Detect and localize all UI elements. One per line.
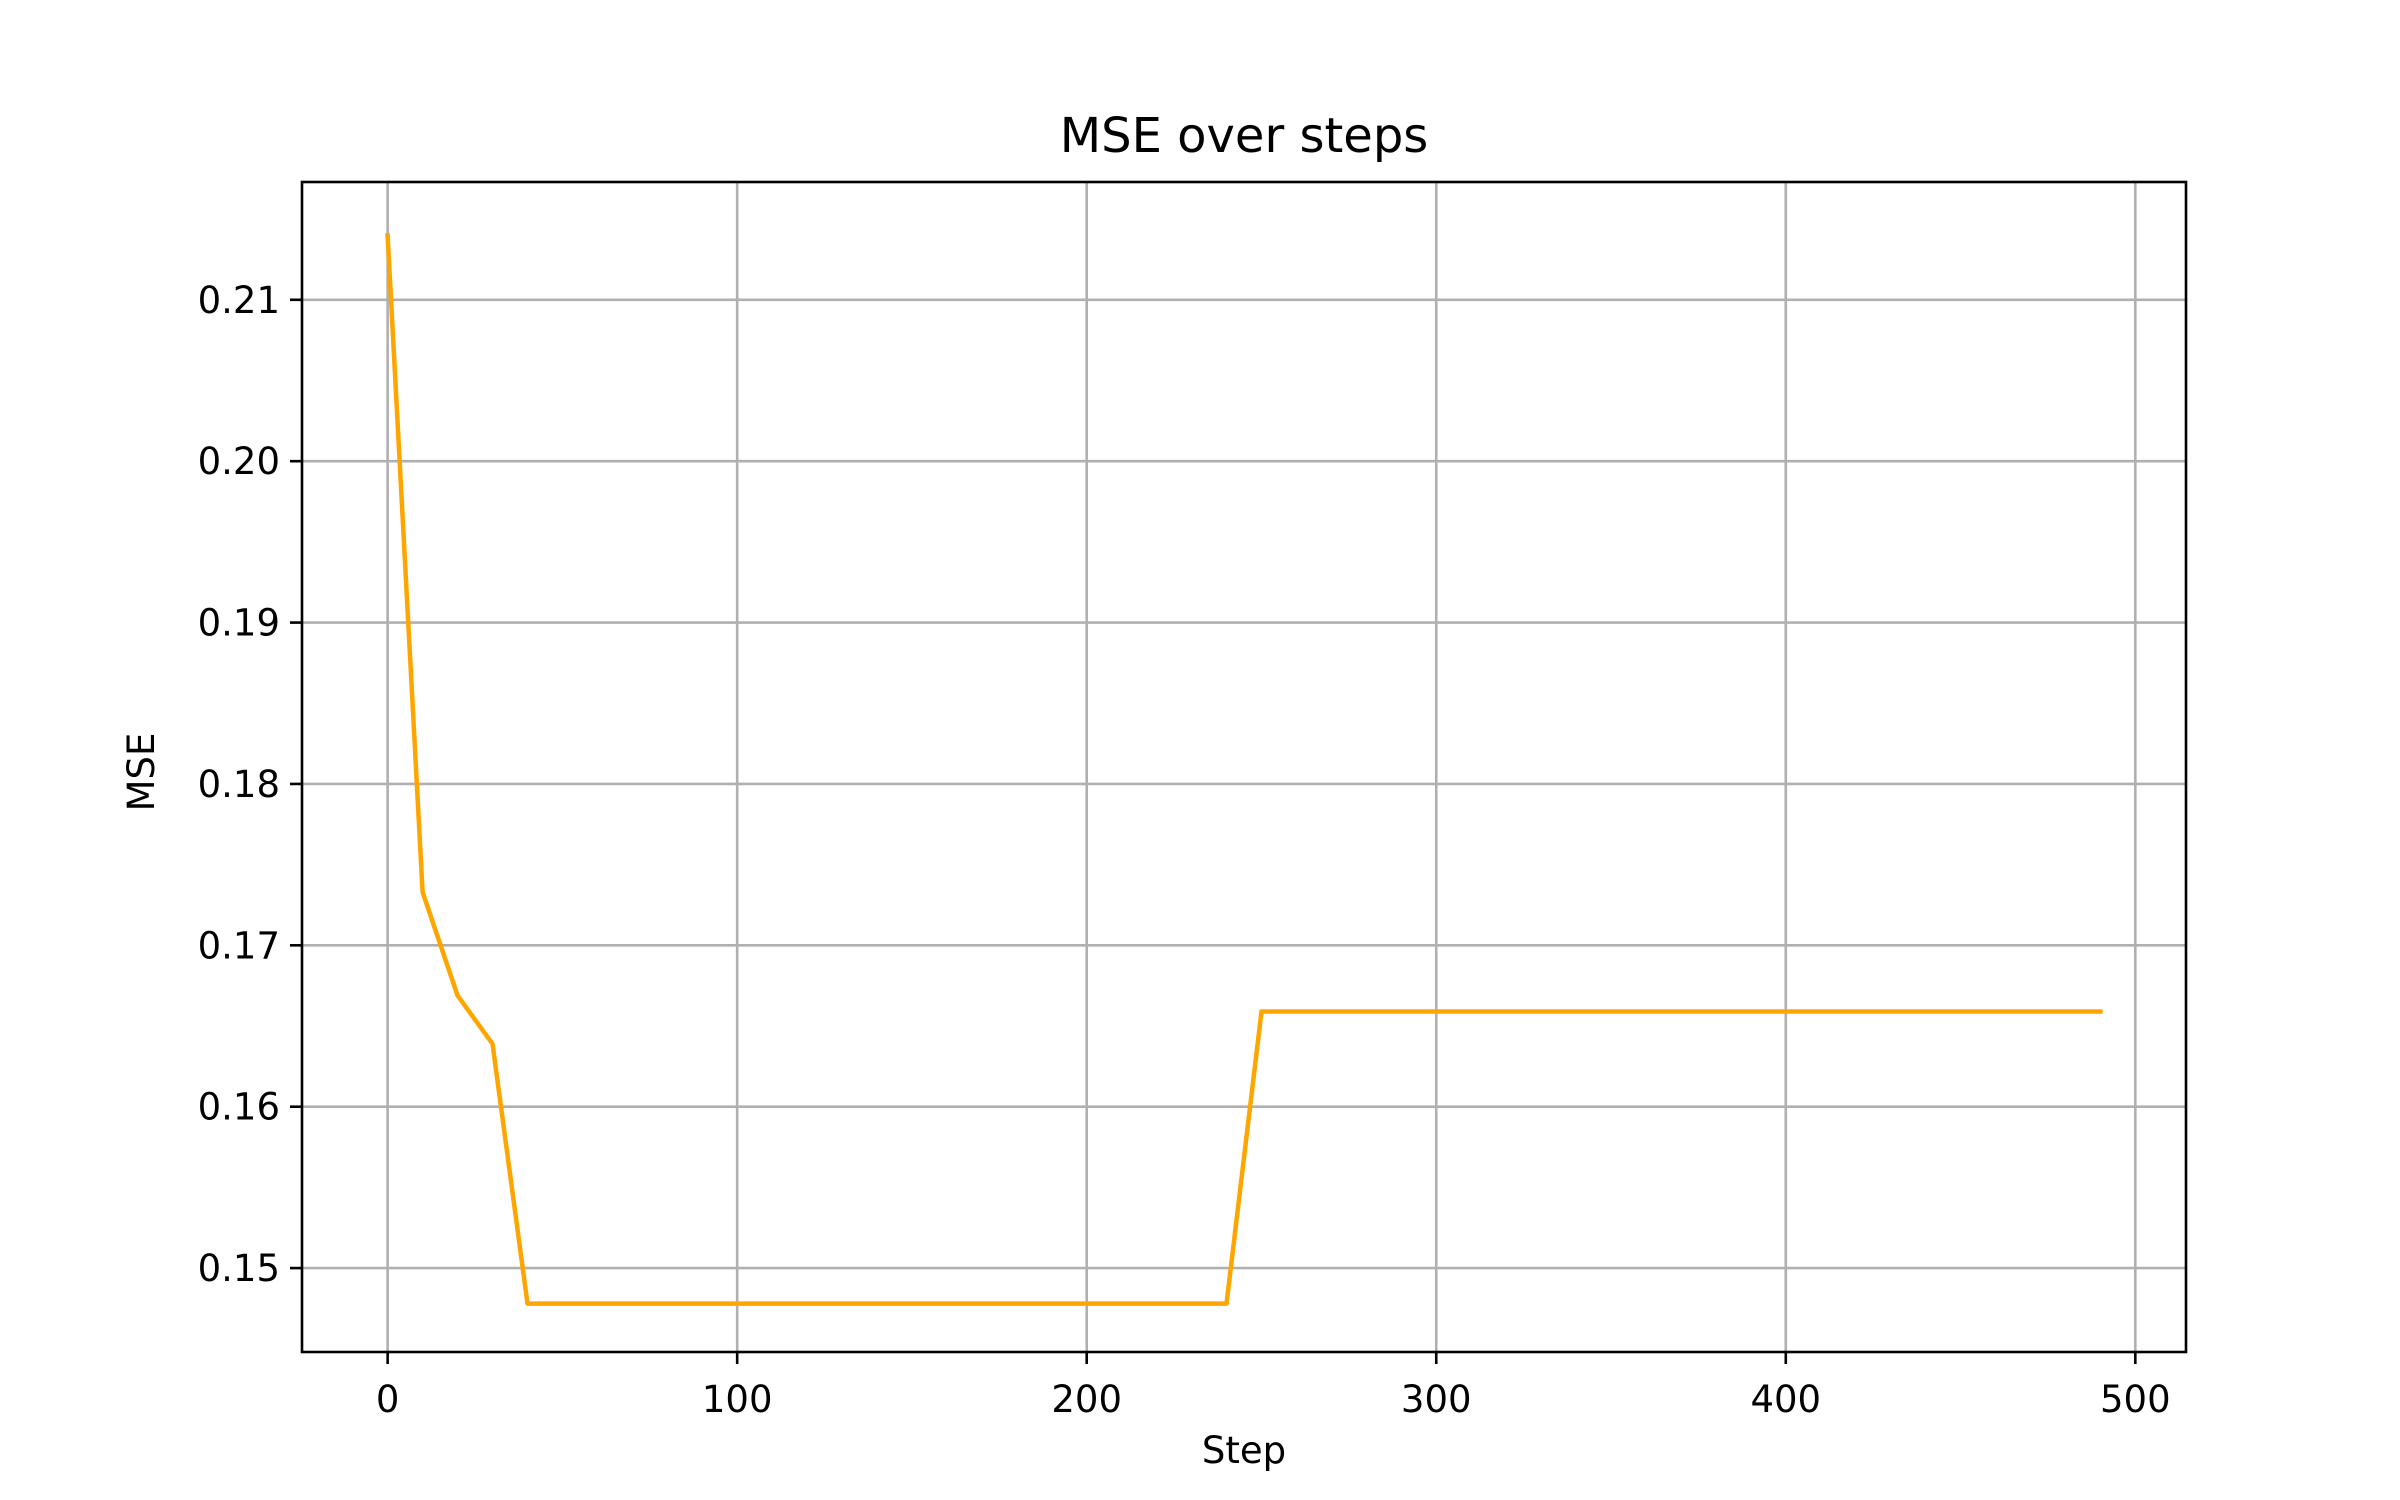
- mse-series-line: [385, 232, 2103, 1306]
- x-tick-label: 300: [1401, 1378, 1472, 1421]
- plot-frame: [300, 180, 2188, 1354]
- y-tick-label: 0.17: [198, 924, 280, 967]
- x-tick-label: 200: [1051, 1378, 1122, 1421]
- x-tick-label: 100: [702, 1378, 773, 1421]
- x-tick-label: 400: [1750, 1378, 1821, 1421]
- x-tick-label: 500: [2100, 1378, 2171, 1421]
- ticks: 0 100 200 300 400 500 0.15 0.16 0.17 0.18 0.19 0.20…: [198, 279, 2171, 1421]
- series-layer: [385, 232, 2103, 1306]
- y-tick-label: 0.16: [198, 1086, 280, 1129]
- y-tick-label: 0.19: [198, 602, 280, 645]
- y-tick-label: 0.18: [198, 763, 280, 806]
- y-tick-label: 0.15: [198, 1247, 280, 1290]
- x-axis-label: Step: [1202, 1429, 1286, 1472]
- y-tick-label: 0.20: [198, 440, 280, 483]
- x-tick-label: 0: [376, 1378, 400, 1421]
- chart-title: MSE over steps: [1060, 108, 1429, 164]
- y-tick-label: 0.21: [198, 279, 280, 322]
- grid: [302, 182, 2186, 1352]
- y-axis-label: MSE: [120, 733, 163, 812]
